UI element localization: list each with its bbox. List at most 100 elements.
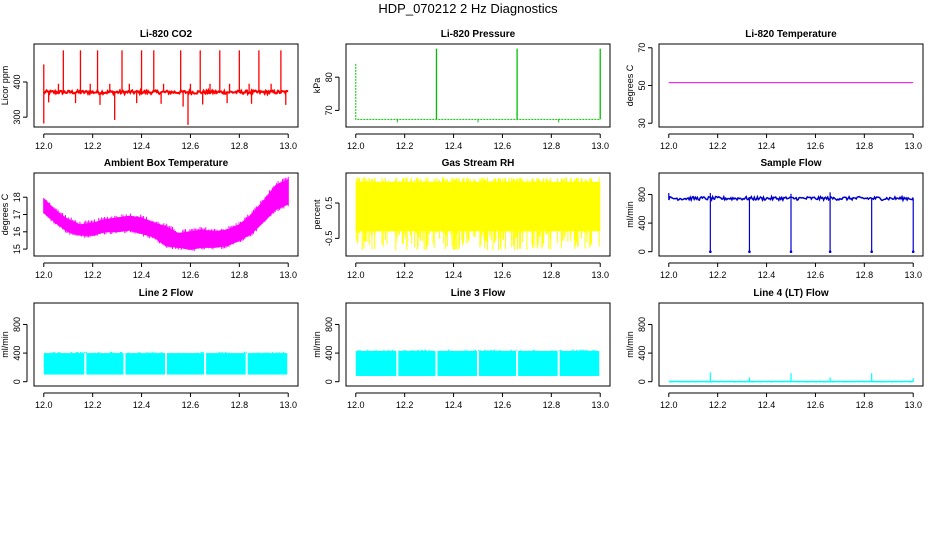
y-tick-label: -0.5: [324, 231, 334, 247]
y-axis-label: degrees C: [625, 64, 635, 106]
x-tick-label: 12.0: [347, 400, 365, 410]
series-block: [167, 353, 205, 375]
x-tick-label: 12.8: [231, 270, 249, 280]
y-axis-label: ml/min: [0, 331, 10, 358]
x-tick-label: 12.8: [543, 400, 561, 410]
dropout-point: [911, 250, 915, 254]
y-axis-label: percent: [312, 199, 322, 230]
x-tick-label: 12.6: [182, 400, 200, 410]
x-tick-label: 13.0: [279, 141, 297, 151]
x-axis: 12.0 12.2 12.4 12.6 12.8 13.0: [347, 262, 609, 280]
dropout-point: [828, 250, 832, 254]
x-tick-label: 12.2: [709, 141, 727, 151]
x-tick-label: 12.0: [35, 141, 53, 151]
series-line: [355, 63, 601, 120]
y-tick-label: 17: [12, 209, 22, 219]
x-tick-label: 12.4: [445, 141, 463, 151]
y-axis-label: ml/min: [625, 331, 635, 358]
y-axis-label: kPa: [312, 78, 322, 94]
y-tick-label: 800: [637, 317, 647, 332]
y-tick-label: 70: [324, 105, 334, 115]
y-tick-label: 80: [324, 72, 334, 82]
x-tick-label: 12.6: [807, 400, 825, 410]
y-axis-label: ml/min: [625, 201, 635, 228]
y-tick-label: 300: [12, 110, 22, 125]
chart-panel-5: Gas Stream RH 12.0 12.2 12.4 12.6 12.8 13.0 -0.…: [312, 158, 611, 280]
y-tick-label: 15: [12, 244, 22, 254]
chart-title: Gas Stream RH: [442, 158, 515, 169]
x-tick-label: 13.0: [279, 400, 297, 410]
x-tick-label: 12.6: [494, 400, 512, 410]
y-axis: -0.5 0.5: [324, 197, 340, 247]
y-tick-label: 50: [637, 80, 647, 90]
x-tick-label: 13.0: [591, 141, 609, 151]
x-tick-label: 12.6: [182, 141, 200, 151]
series-block: [86, 353, 124, 375]
x-tick-label: 12.8: [543, 270, 561, 280]
x-tick-label: 12.2: [396, 270, 414, 280]
x-axis: 12.0 12.2 12.4 12.6 12.8 13.0: [35, 392, 297, 410]
y-axis: 300 400: [12, 74, 28, 125]
chart-panel-8: Line 3 Flow 12.0 12.2 12.4 12.6 12.8 13.0 0 400 8…: [312, 288, 611, 410]
x-tick-label: 12.2: [709, 270, 727, 280]
x-tick-label: 12.4: [133, 270, 151, 280]
x-tick-label: 12.2: [396, 141, 414, 151]
y-tick-label: 0: [324, 379, 334, 384]
y-axis-label: ml/min: [312, 331, 322, 358]
plot-frame: [33, 43, 299, 128]
y-tick-label: 0: [637, 379, 647, 384]
plot-frame: [33, 302, 299, 387]
chart-panel-9: Line 4 (LT) Flow 12.0 12.2 12.4 12.6 12.8 13.0…: [625, 288, 924, 410]
x-tick-label: 12.0: [660, 270, 678, 280]
x-tick-label: 12.4: [445, 400, 463, 410]
x-axis: 12.0 12.2 12.4 12.6 12.8 13.0: [347, 392, 609, 410]
plot-frame: [345, 172, 611, 257]
x-tick-label: 12.8: [856, 270, 874, 280]
x-axis: 12.0 12.2 12.4 12.6 12.8 13.0: [660, 262, 922, 280]
x-tick-label: 12.6: [494, 141, 512, 151]
y-tick-label: 30: [637, 118, 647, 128]
dropout-point: [789, 250, 793, 254]
x-tick-label: 13.0: [591, 400, 609, 410]
y-tick-label: 800: [637, 187, 647, 202]
chart-title: Line 4 (LT) Flow: [753, 288, 829, 299]
series-block: [518, 350, 558, 376]
x-tick-label: 12.0: [35, 400, 53, 410]
x-tick-label: 12.6: [807, 141, 825, 151]
chart-title: Li-820 Temperature: [745, 29, 837, 40]
chart-panel-2: Li-820 Pressure 12.0 12.2 12.4 12.6 12.8 13.0 7…: [312, 29, 611, 151]
series-block: [398, 350, 436, 376]
series-block: [437, 350, 477, 376]
x-tick-label: 12.8: [231, 141, 249, 151]
x-tick-label: 13.0: [279, 270, 297, 280]
chart-title: Li-820 CO2: [140, 29, 193, 40]
chart-panel-3: Li-820 Temperature 12.0 12.2 12.4 12.6 12.8 13…: [625, 29, 924, 151]
x-tick-label: 13.0: [591, 270, 609, 280]
x-tick-label: 12.8: [856, 400, 874, 410]
x-tick-label: 12.0: [660, 400, 678, 410]
plot-frame: [33, 172, 299, 257]
series-block: [125, 353, 165, 375]
y-tick-label: 0: [12, 379, 22, 384]
chart-title: Line 3 Flow: [451, 288, 506, 299]
series-block: [479, 350, 517, 376]
plot-frame: [658, 302, 924, 387]
x-tick-label: 12.2: [396, 400, 414, 410]
dropout-point: [748, 250, 751, 254]
series-block: [43, 353, 85, 375]
x-tick-label: 12.2: [84, 141, 102, 151]
x-tick-label: 12.4: [758, 400, 776, 410]
plot-frame: [345, 302, 611, 387]
y-axis: 15 16 17 18: [12, 192, 28, 254]
x-tick-label: 12.6: [182, 270, 200, 280]
chart-panel-6: Sample Flow 12.0 12.2 12.4 12.6 12.8 13.0 0 400 8…: [625, 158, 924, 280]
y-axis-label: Licor ppm: [0, 66, 10, 106]
y-tick-label: 800: [324, 317, 334, 332]
x-tick-label: 12.6: [494, 270, 512, 280]
x-tick-label: 12.4: [758, 141, 776, 151]
chart-title: Li-820 Pressure: [441, 29, 516, 40]
y-tick-label: 0: [637, 249, 647, 254]
y-axis: 0 400 800: [324, 317, 340, 384]
